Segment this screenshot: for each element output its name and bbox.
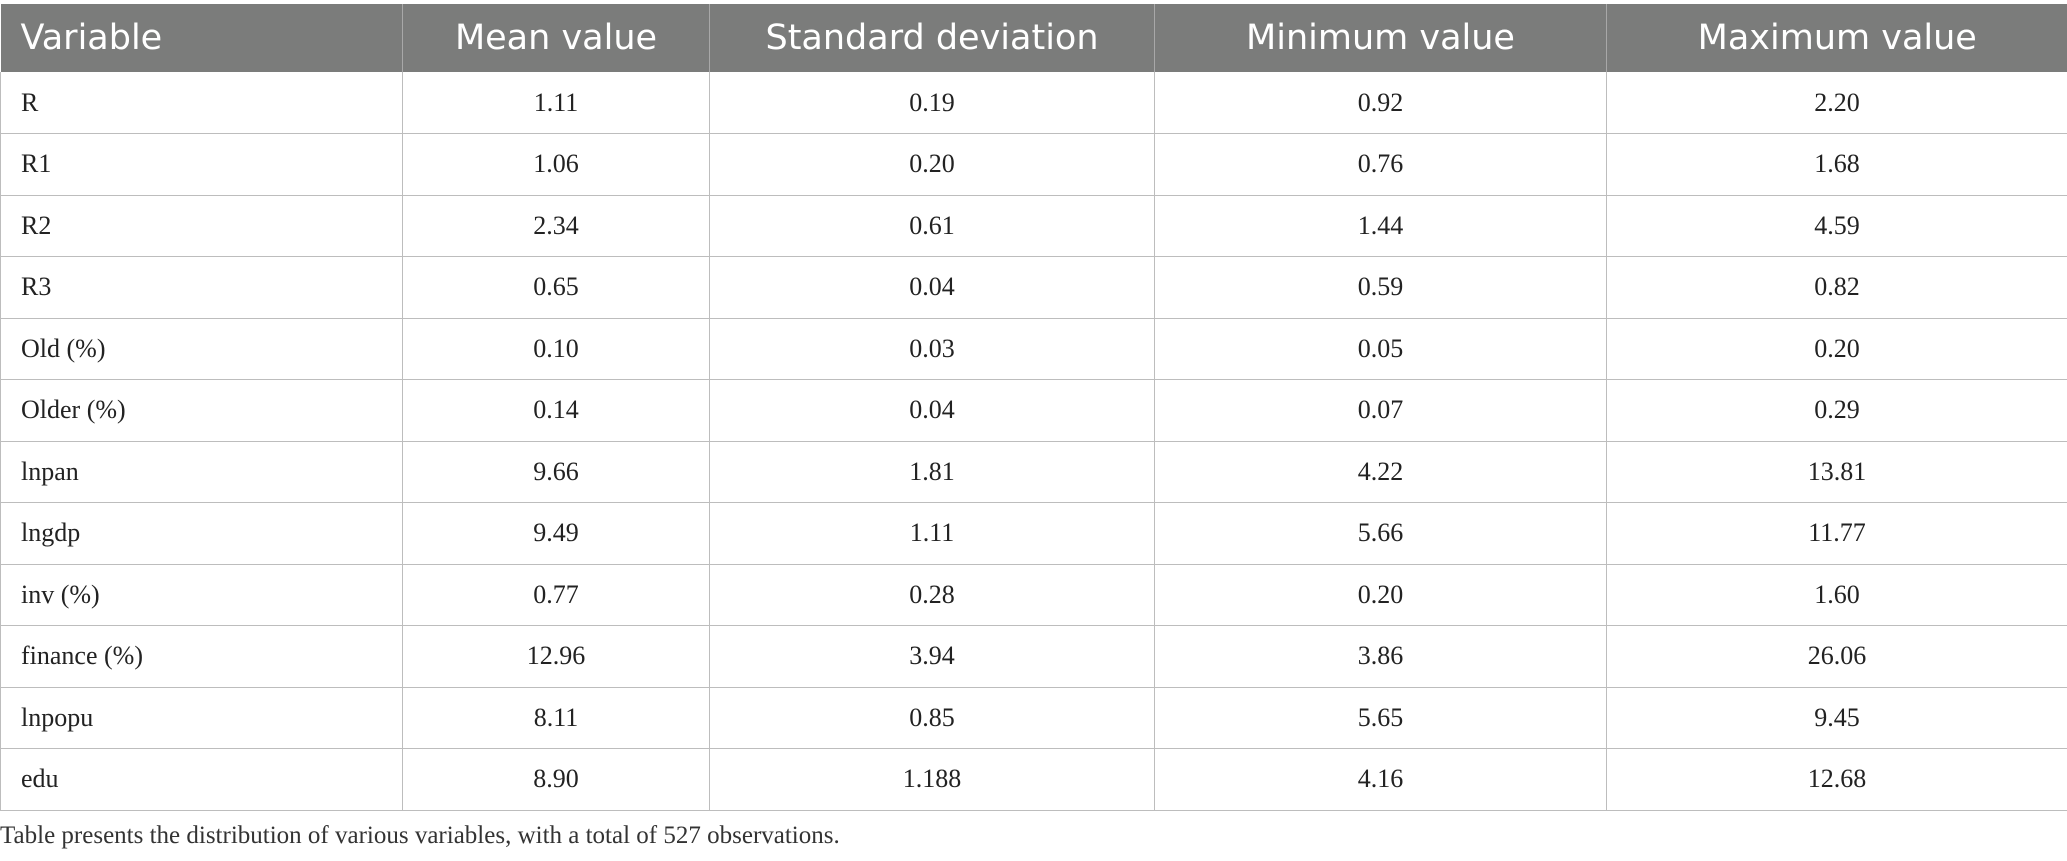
- descriptive-statistics-table: Variable Mean value Standard deviation M…: [0, 4, 2067, 811]
- variable-cell: R1: [0, 133, 403, 196]
- table-row: Older (%) 0.14 0.04 0.07 0.29: [0, 379, 2067, 442]
- standard-deviation-cell: 0.20: [709, 133, 1155, 196]
- mean-value-cell: 9.49: [402, 502, 710, 565]
- mean-value-cell: 0.65: [402, 256, 710, 319]
- minimum-value-cell: 5.66: [1154, 502, 1607, 565]
- maximum-value-cell: 0.20: [1606, 318, 2067, 380]
- mean-value-cell: 9.66: [402, 441, 710, 503]
- minimum-value-cell: 0.05: [1154, 318, 1607, 380]
- maximum-value-cell: 13.81: [1606, 441, 2067, 503]
- header-maximum-value: Maximum value: [1606, 4, 2067, 72]
- variable-cell: Older (%): [0, 379, 403, 442]
- mean-value-cell: 2.34: [402, 195, 710, 257]
- minimum-value-cell: 0.20: [1154, 564, 1607, 626]
- mean-value-cell: 8.11: [402, 687, 710, 749]
- table-row: inv (%) 0.77 0.28 0.20 1.60: [0, 564, 2067, 626]
- variable-cell: Old (%): [0, 318, 403, 380]
- standard-deviation-cell: 0.04: [709, 379, 1155, 442]
- table-row: finance (%) 12.96 3.94 3.86 26.06: [0, 625, 2067, 688]
- header-variable: Variable: [0, 4, 403, 72]
- maximum-value-cell: 1.60: [1606, 564, 2067, 626]
- mean-value-cell: 1.11: [402, 72, 710, 134]
- maximum-value-cell: 4.59: [1606, 195, 2067, 257]
- minimum-value-cell: 0.07: [1154, 379, 1607, 442]
- header-minimum-value: Minimum value: [1154, 4, 1607, 72]
- mean-value-cell: 0.14: [402, 379, 710, 442]
- variable-cell: R2: [0, 195, 403, 257]
- standard-deviation-cell: 0.85: [709, 687, 1155, 749]
- standard-deviation-cell: 0.19: [709, 72, 1155, 134]
- minimum-value-cell: 0.59: [1154, 256, 1607, 319]
- maximum-value-cell: 0.82: [1606, 256, 2067, 319]
- maximum-value-cell: 2.20: [1606, 72, 2067, 134]
- maximum-value-cell: 0.29: [1606, 379, 2067, 442]
- variable-cell: R: [0, 72, 403, 134]
- table-row: R1 1.06 0.20 0.76 1.68: [0, 133, 2067, 196]
- table-row: Old (%) 0.10 0.03 0.05 0.20: [0, 318, 2067, 380]
- mean-value-cell: 12.96: [402, 625, 710, 688]
- standard-deviation-cell: 0.28: [709, 564, 1155, 626]
- table-row: lnpan 9.66 1.81 4.22 13.81: [0, 441, 2067, 503]
- minimum-value-cell: 5.65: [1154, 687, 1607, 749]
- header-row: Variable Mean value Standard deviation M…: [0, 4, 2067, 72]
- maximum-value-cell: 9.45: [1606, 687, 2067, 749]
- standard-deviation-cell: 0.03: [709, 318, 1155, 380]
- minimum-value-cell: 0.92: [1154, 72, 1607, 134]
- minimum-value-cell: 4.22: [1154, 441, 1607, 503]
- standard-deviation-cell: 3.94: [709, 625, 1155, 688]
- table-row: edu 8.90 1.188 4.16 12.68: [0, 748, 2067, 811]
- statistics-table-container: Variable Mean value Standard deviation M…: [0, 4, 2067, 811]
- variable-cell: inv (%): [0, 564, 403, 626]
- variable-cell: lnpopu: [0, 687, 403, 749]
- maximum-value-cell: 11.77: [1606, 502, 2067, 565]
- maximum-value-cell: 1.68: [1606, 133, 2067, 196]
- variable-cell: lnpan: [0, 441, 403, 503]
- table-row: R2 2.34 0.61 1.44 4.59: [0, 195, 2067, 257]
- standard-deviation-cell: 1.188: [709, 748, 1155, 811]
- mean-value-cell: 8.90: [402, 748, 710, 811]
- variable-cell: edu: [0, 748, 403, 811]
- table-row: lnpopu 8.11 0.85 5.65 9.45: [0, 687, 2067, 749]
- maximum-value-cell: 26.06: [1606, 625, 2067, 688]
- standard-deviation-cell: 1.81: [709, 441, 1155, 503]
- mean-value-cell: 1.06: [402, 133, 710, 196]
- minimum-value-cell: 0.76: [1154, 133, 1607, 196]
- table-row: lngdp 9.49 1.11 5.66 11.77: [0, 502, 2067, 565]
- header-mean-value: Mean value: [402, 4, 710, 72]
- minimum-value-cell: 4.16: [1154, 748, 1607, 811]
- table-row: R 1.11 0.19 0.92 2.20: [0, 72, 2067, 134]
- table-header: Variable Mean value Standard deviation M…: [0, 4, 2067, 72]
- variable-cell: finance (%): [0, 625, 403, 688]
- table-body: R 1.11 0.19 0.92 2.20 R1 1.06 0.20 0.76 1.68 R2 2.3…: [0, 72, 2067, 811]
- maximum-value-cell: 12.68: [1606, 748, 2067, 811]
- mean-value-cell: 0.10: [402, 318, 710, 380]
- mean-value-cell: 0.77: [402, 564, 710, 626]
- variable-cell: R3: [0, 256, 403, 319]
- variable-cell: lngdp: [0, 502, 403, 565]
- standard-deviation-cell: 1.11: [709, 502, 1155, 565]
- table-footnote: Table presents the distribution of vario…: [0, 822, 840, 849]
- minimum-value-cell: 1.44: [1154, 195, 1607, 257]
- table-row: R3 0.65 0.04 0.59 0.82: [0, 256, 2067, 319]
- minimum-value-cell: 3.86: [1154, 625, 1607, 688]
- standard-deviation-cell: 0.04: [709, 256, 1155, 319]
- header-standard-deviation: Standard deviation: [709, 4, 1155, 72]
- standard-deviation-cell: 0.61: [709, 195, 1155, 257]
